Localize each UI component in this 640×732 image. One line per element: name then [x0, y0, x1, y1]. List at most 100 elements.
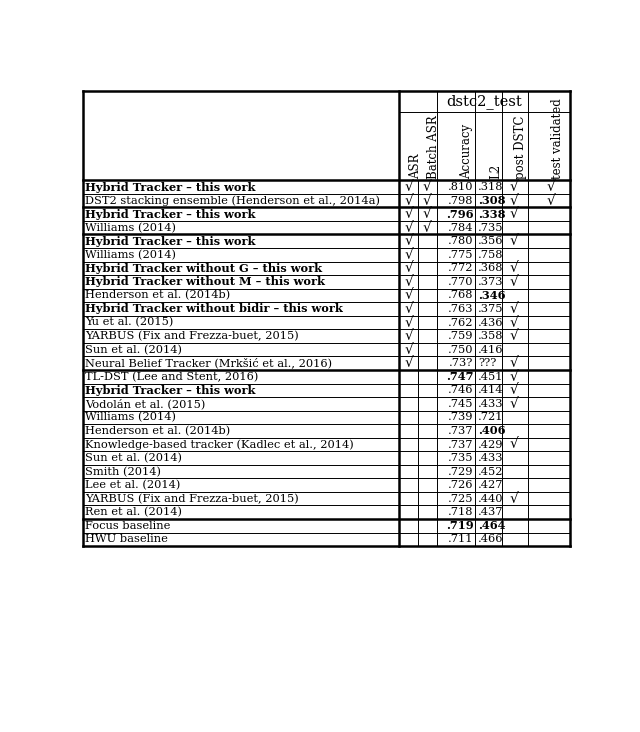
Text: √: √ — [509, 356, 518, 370]
Text: √: √ — [509, 397, 518, 411]
Text: .433: .433 — [478, 399, 504, 409]
Text: √: √ — [423, 180, 431, 194]
Text: .747: .747 — [446, 371, 474, 382]
Text: YARBUS (Fix and Frezza-buet, 2015): YARBUS (Fix and Frezza-buet, 2015) — [85, 331, 299, 341]
Text: TL-DST (Lee and Stent, 2016): TL-DST (Lee and Stent, 2016) — [85, 372, 259, 382]
Text: dstc2_test: dstc2_test — [447, 94, 522, 109]
Text: .737: .737 — [448, 426, 474, 436]
Text: √: √ — [509, 180, 518, 194]
Text: √: √ — [405, 288, 414, 302]
Text: √: √ — [423, 193, 431, 208]
Text: Knowledge-based tracker (Kadlec et al., 2014): Knowledge-based tracker (Kadlec et al., … — [85, 439, 354, 449]
Text: DST2 stacking ensemble (Henderson et al., 2014a): DST2 stacking ensemble (Henderson et al.… — [85, 195, 380, 206]
Text: .725: .725 — [448, 493, 474, 504]
Text: HWU baseline: HWU baseline — [85, 534, 168, 545]
Text: Smith (2014): Smith (2014) — [85, 466, 161, 477]
Text: YARBUS (Fix and Frezza-buet, 2015): YARBUS (Fix and Frezza-buet, 2015) — [85, 493, 299, 504]
Text: Hybrid Tracker – this work: Hybrid Tracker – this work — [85, 385, 256, 396]
Text: Williams (2014): Williams (2014) — [85, 250, 177, 260]
Text: .772: .772 — [448, 264, 474, 273]
Text: .416: .416 — [478, 345, 504, 354]
Text: .735: .735 — [478, 223, 504, 233]
Text: .798: .798 — [448, 195, 474, 206]
Text: Williams (2014): Williams (2014) — [85, 412, 177, 422]
Text: .750: .750 — [448, 345, 474, 354]
Text: .796: .796 — [446, 209, 474, 220]
Text: √: √ — [405, 193, 414, 208]
Text: Lee et al. (2014): Lee et al. (2014) — [85, 480, 181, 490]
Text: .775: .775 — [448, 250, 474, 260]
Text: .711: .711 — [448, 534, 474, 545]
Text: L2: L2 — [489, 165, 502, 179]
Text: .718: .718 — [448, 507, 474, 518]
Text: .318: .318 — [478, 182, 504, 192]
Text: .721: .721 — [478, 412, 504, 422]
Text: √: √ — [509, 302, 518, 316]
Text: Hybrid Tracker – this work: Hybrid Tracker – this work — [85, 236, 256, 247]
Text: √: √ — [509, 370, 518, 384]
Text: Hybrid Tracker – this work: Hybrid Tracker – this work — [85, 182, 256, 193]
Text: √: √ — [509, 193, 518, 208]
Text: .780: .780 — [448, 236, 474, 246]
Text: √: √ — [405, 329, 414, 343]
Text: .373: .373 — [478, 277, 504, 287]
Text: .414: .414 — [478, 385, 504, 395]
Text: .735: .735 — [448, 453, 474, 463]
Text: √: √ — [547, 180, 556, 194]
Text: √: √ — [405, 234, 414, 248]
Text: .763: .763 — [448, 304, 474, 314]
Text: .810: .810 — [448, 182, 474, 192]
Text: Henderson et al. (2014b): Henderson et al. (2014b) — [85, 426, 230, 436]
Text: Batch ASR: Batch ASR — [428, 116, 440, 179]
Text: √: √ — [509, 207, 518, 221]
Text: √: √ — [405, 261, 414, 275]
Text: √: √ — [547, 193, 556, 208]
Text: √: √ — [423, 207, 431, 221]
Text: √: √ — [509, 275, 518, 289]
Text: ASR: ASR — [410, 154, 422, 179]
Text: .726: .726 — [448, 480, 474, 490]
Text: Hybrid Tracker without bidir – this work: Hybrid Tracker without bidir – this work — [85, 304, 343, 315]
Text: √: √ — [509, 315, 518, 329]
Text: .406: .406 — [478, 425, 506, 436]
Text: .770: .770 — [448, 277, 474, 287]
Text: Sun et al. (2014): Sun et al. (2014) — [85, 453, 182, 463]
Text: .375: .375 — [478, 304, 504, 314]
Text: Accuracy: Accuracy — [460, 124, 473, 179]
Text: Henderson et al. (2014b): Henderson et al. (2014b) — [85, 291, 230, 301]
Text: √: √ — [405, 180, 414, 194]
Text: √: √ — [509, 329, 518, 343]
Text: .759: .759 — [448, 331, 474, 341]
Text: .719: .719 — [446, 520, 474, 531]
Text: √: √ — [509, 384, 518, 397]
Text: Focus baseline: Focus baseline — [85, 520, 171, 531]
Text: √: √ — [405, 247, 414, 262]
Text: Williams (2014): Williams (2014) — [85, 223, 177, 233]
Text: Sun et al. (2014): Sun et al. (2014) — [85, 345, 182, 355]
Text: √: √ — [405, 220, 414, 235]
Text: √: √ — [405, 356, 414, 370]
Text: .466: .466 — [478, 534, 504, 545]
Text: .464: .464 — [478, 520, 506, 531]
Text: .768: .768 — [448, 291, 474, 300]
Text: √: √ — [405, 275, 414, 289]
Text: Hybrid Tracker without M – this work: Hybrid Tracker without M – this work — [85, 277, 325, 288]
Text: .358: .358 — [478, 331, 504, 341]
Text: √: √ — [423, 220, 431, 235]
Text: .308: .308 — [478, 195, 506, 206]
Text: Ren et al. (2014): Ren et al. (2014) — [85, 507, 182, 518]
Text: .739: .739 — [448, 412, 474, 422]
Text: .451: .451 — [478, 372, 504, 382]
Text: √: √ — [405, 315, 414, 329]
Text: .429: .429 — [478, 439, 504, 449]
Text: √: √ — [405, 207, 414, 221]
Text: .729: .729 — [448, 466, 474, 477]
Text: √: √ — [405, 302, 414, 316]
Text: test validated: test validated — [551, 99, 564, 179]
Text: .784: .784 — [448, 223, 474, 233]
Text: Hybrid Tracker – this work: Hybrid Tracker – this work — [85, 209, 256, 220]
Text: .745: .745 — [448, 399, 474, 409]
Text: .433: .433 — [478, 453, 504, 463]
Text: .346: .346 — [478, 290, 506, 301]
Text: .73?: .73? — [449, 358, 474, 368]
